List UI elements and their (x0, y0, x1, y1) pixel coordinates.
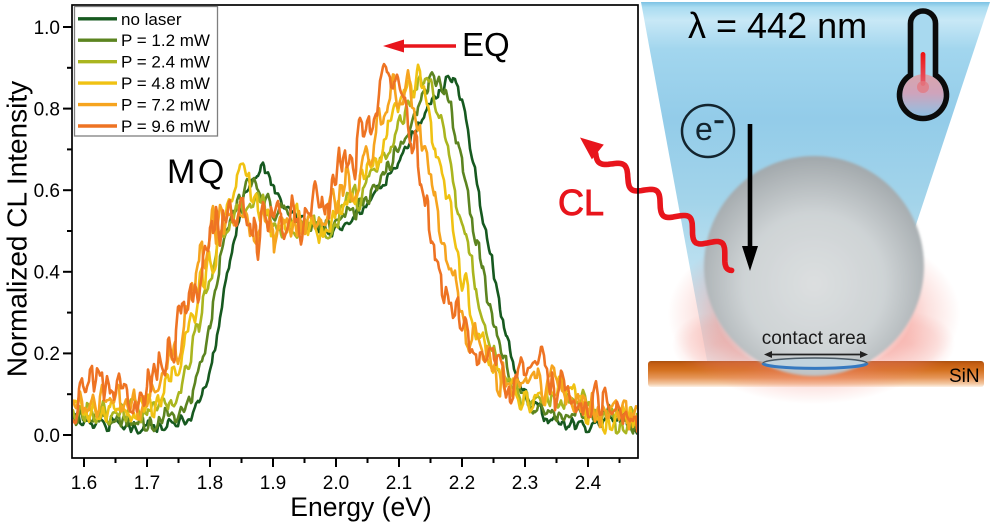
svg-text:contact area: contact area (762, 328, 867, 349)
svg-text:Normalized CL Intensity: Normalized CL Intensity (2, 81, 33, 377)
svg-text:1.6: 1.6 (71, 473, 97, 494)
svg-text:2.2: 2.2 (449, 473, 475, 494)
svg-text:0.2: 0.2 (34, 344, 60, 365)
svg-text:SiN: SiN (949, 366, 980, 387)
svg-text:CL: CL (558, 182, 604, 223)
svg-text:2.1: 2.1 (386, 473, 412, 494)
svg-text:1.7: 1.7 (134, 473, 160, 494)
svg-text:P = 7.2 mW: P = 7.2 mW (121, 96, 210, 115)
svg-text:1.8: 1.8 (197, 473, 223, 494)
svg-text:MQ: MQ (167, 153, 227, 191)
svg-text:2.3: 2.3 (512, 473, 538, 494)
svg-text:EQ: EQ (462, 26, 510, 63)
svg-text:1.0: 1.0 (34, 18, 60, 39)
svg-text:no laser: no laser (121, 10, 182, 29)
svg-text:0.8: 0.8 (34, 99, 60, 120)
svg-text:0.6: 0.6 (34, 181, 60, 202)
svg-text:P = 1.2 mW: P = 1.2 mW (121, 31, 210, 50)
svg-text:e: e (695, 111, 713, 147)
svg-text:Energy (eV): Energy (eV) (290, 492, 431, 522)
svg-text:P = 9.6 mW: P = 9.6 mW (121, 117, 210, 136)
svg-text:0.4: 0.4 (34, 263, 61, 284)
svg-text:P = 4.8 mW: P = 4.8 mW (121, 74, 210, 93)
svg-text:2.4: 2.4 (575, 473, 602, 494)
svg-text:2.0: 2.0 (323, 473, 349, 494)
svg-text:1.9: 1.9 (260, 473, 286, 494)
svg-text:P = 2.4 mW: P = 2.4 mW (121, 53, 210, 72)
svg-text:λ = 442 nm: λ = 442 nm (688, 5, 867, 46)
svg-text:0.0: 0.0 (34, 426, 60, 447)
